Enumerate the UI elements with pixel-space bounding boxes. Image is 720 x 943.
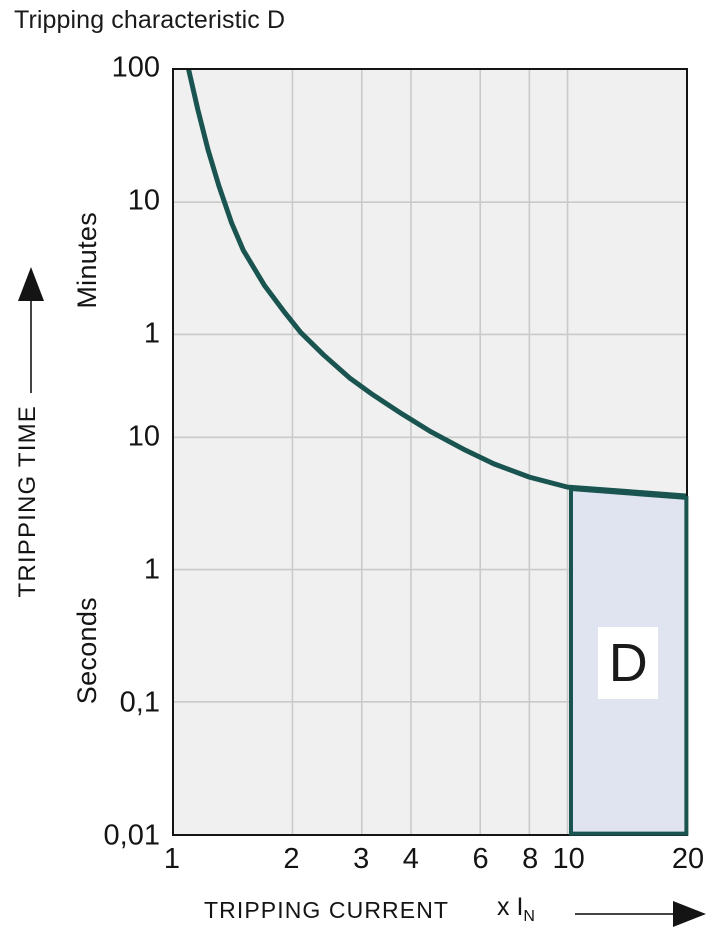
page-title: Tripping characteristic D — [14, 6, 286, 34]
y-axis-ticks: 100 10 1 10 1 0,1 0,01 — [0, 0, 172, 943]
x-axis-ticks: 1 2 3 4 6 8 10 20 — [0, 843, 720, 889]
up-arrow-icon — [18, 267, 44, 393]
y-axis-tick-label: 1 — [143, 553, 160, 586]
x-axis-title: TRIPPING CURRENT — [204, 897, 450, 923]
gridlines — [174, 70, 686, 834]
x-axis-tick-label: 1 — [163, 843, 181, 875]
y-axis-tick-label: 1 — [143, 317, 160, 350]
y-axis-title-block: TRIPPING TIME — [8, 265, 52, 645]
x-axis-tick-label: 20 — [671, 843, 705, 875]
region-d-label: D — [598, 627, 659, 699]
y-axis-tick-label: 0,01 — [103, 819, 160, 852]
y-axis-tick-label: 10 — [127, 184, 160, 217]
x-axis-tick-label: 2 — [283, 843, 300, 875]
x-axis-tick-label: 4 — [402, 843, 419, 875]
x-axis-unit: x IN — [497, 893, 535, 926]
y-axis-tick-label: 100 — [111, 51, 160, 84]
tripping-curve — [186, 70, 686, 499]
y-axis-tick-label: 0,1 — [119, 686, 160, 719]
x-axis-tick-label: 8 — [522, 843, 539, 875]
x-axis-unit-sub: N — [523, 908, 535, 925]
x-axis-tick-label: 10 — [552, 843, 585, 875]
x-axis-tick-label: 3 — [353, 843, 370, 875]
x-axis-unit-text: x I — [497, 893, 524, 921]
x-axis-title-block: TRIPPING CURRENT x IN — [0, 893, 720, 939]
right-arrow-icon — [575, 901, 706, 927]
y-axis-tick-label: 10 — [127, 420, 160, 453]
x-axis-tick-label: 6 — [472, 843, 489, 875]
